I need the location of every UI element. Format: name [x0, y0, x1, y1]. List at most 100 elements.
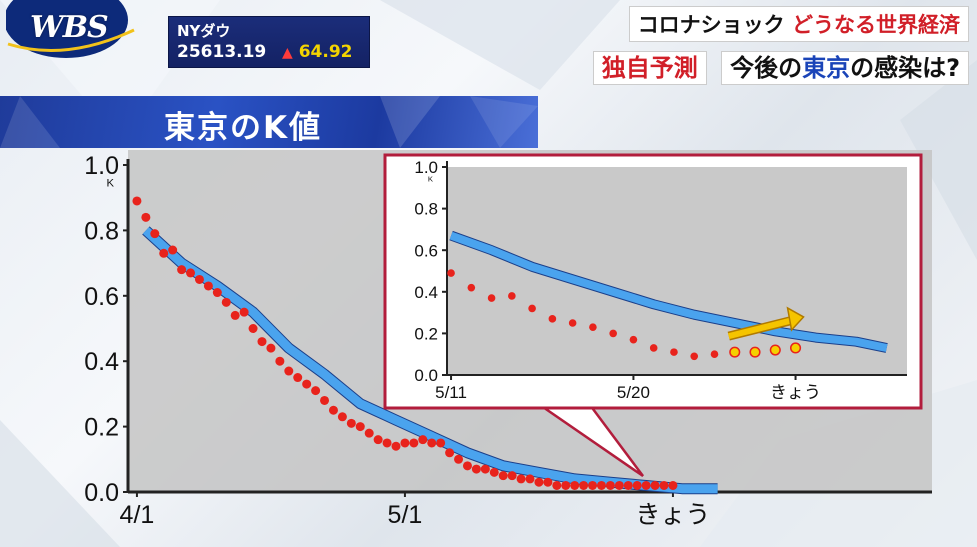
- k-value-point: [454, 454, 464, 464]
- k-value-point: [570, 480, 580, 490]
- k-value-point: [605, 480, 615, 490]
- headline-main-a: 今後の: [730, 54, 803, 82]
- k-value-point: [239, 307, 249, 317]
- k-value-point: [364, 428, 374, 438]
- k-value-point: [552, 480, 562, 490]
- k-value-point: [508, 292, 516, 300]
- trend-arrow-icon: [786, 306, 805, 332]
- headline-line-1: コロナショック どうなる世界経済: [628, 6, 969, 42]
- fit-band: [449, 231, 888, 352]
- k-value-point: [467, 283, 476, 292]
- forecast-point: [769, 344, 781, 356]
- k-value-point: [427, 438, 437, 448]
- k-value-point: [528, 304, 536, 313]
- k-value-point: [320, 395, 330, 405]
- headline: コロナショック どうなる世界経済 独自予測 今後の東京の感染は?: [592, 6, 969, 85]
- k-value-point: [159, 248, 169, 258]
- k-value-point: [489, 467, 499, 477]
- k-value-point: [284, 366, 294, 376]
- x-tick-label: きょう: [635, 501, 710, 529]
- k-value-point: [507, 471, 517, 481]
- k-value-point: [516, 474, 526, 484]
- k-value-point: [498, 471, 508, 481]
- k-value-point: [462, 461, 472, 471]
- k-value-point: [194, 274, 204, 284]
- k-value-point: [293, 373, 303, 383]
- banner-texture: [0, 96, 538, 148]
- trend-arrow-shaft: [728, 318, 791, 340]
- k-value-point: [418, 435, 428, 445]
- k-value-point: [445, 448, 455, 458]
- k-value-point: [186, 268, 196, 278]
- k-value-point: [480, 464, 490, 474]
- headline-subtopic: どうなる世界経済: [792, 12, 960, 37]
- k-value-point: [670, 348, 678, 356]
- headline-tag: 独自予測: [592, 51, 707, 85]
- x-tick-label: 5/11: [435, 383, 467, 402]
- y-tick-label: 0.2: [414, 325, 438, 344]
- k-value-point: [230, 310, 240, 320]
- k-value-point: [266, 343, 276, 353]
- k-value-point: [649, 344, 658, 352]
- x-tick-label: きょう: [770, 383, 821, 402]
- market-ticker: NYダウ 25613.19 ▲ 64.92: [168, 16, 370, 68]
- inset-plot: 0.0 0.2 0.4 0.6 0.8 1.0K 5/11 5/20 きょう: [383, 153, 923, 478]
- k-value-point: [471, 464, 481, 474]
- k-value-point: [690, 352, 699, 361]
- k-value-point: [659, 480, 669, 490]
- k-value-point: [328, 405, 338, 415]
- k-value-point: [543, 477, 553, 487]
- chart-title: 東京のK値: [164, 110, 323, 146]
- forecast-point: [729, 346, 741, 358]
- k-value-point: [436, 438, 446, 448]
- k-value-point: [487, 294, 496, 302]
- k-value-point: [589, 323, 597, 331]
- k-value-point: [632, 480, 642, 490]
- k-value-point: [596, 480, 606, 490]
- k-value-point: [150, 229, 160, 239]
- headline-topic: コロナショック: [637, 13, 785, 37]
- k-value-point: [629, 335, 638, 344]
- k-value-point: [132, 196, 142, 206]
- x-tick-label: 4/1: [120, 501, 155, 529]
- k-value-point: [650, 480, 660, 490]
- k-value-point: [257, 337, 267, 347]
- channel-logo: WBS: [4, 0, 136, 58]
- k-value-point: [311, 386, 321, 396]
- y-tick-label: 0.2: [84, 414, 119, 442]
- x-tick-label: 5/20: [617, 383, 650, 402]
- k-value-point: [588, 480, 598, 490]
- y-axis-label: K: [428, 174, 434, 183]
- y-tick-label: 0.6: [84, 283, 119, 311]
- y-tick-label: 1.0: [84, 152, 119, 180]
- k-value-point: [275, 356, 285, 366]
- y-axis-label: K: [106, 177, 114, 189]
- k-value-point: [568, 319, 577, 327]
- logo-emblem-icon: [4, 0, 135, 58]
- y-tick-label: 0.6: [414, 241, 438, 260]
- up-arrow-icon: ▲: [282, 45, 293, 61]
- k-value-point: [623, 480, 633, 490]
- forecast-point: [749, 346, 761, 358]
- k-value-point: [614, 480, 624, 490]
- k-value-point: [141, 212, 151, 222]
- k-value-point: [221, 297, 231, 307]
- k-value-point: [391, 441, 401, 451]
- y-tick-label: 0.4: [84, 348, 119, 376]
- k-value-point: [561, 480, 571, 490]
- ticker-change-value: 64.92: [298, 42, 353, 62]
- main-plot: 0.00.20.40.60.81.0K4/1 5/1 きょう: [84, 152, 932, 529]
- y-tick-label: 0.0: [84, 479, 119, 507]
- k-value-point: [641, 480, 651, 490]
- k-value-point: [609, 329, 617, 338]
- k-value-point: [382, 438, 392, 448]
- k-value-point: [302, 379, 312, 389]
- title-banner: 東京のK値: [0, 96, 538, 148]
- k-value-point: [346, 418, 356, 428]
- ticker-name: NYダウ: [177, 22, 231, 40]
- k-value-point: [373, 435, 383, 445]
- k-value-point: [248, 324, 258, 333]
- ticker-change: ▲ 64.92: [282, 42, 352, 62]
- logo-text: WBS: [30, 10, 109, 45]
